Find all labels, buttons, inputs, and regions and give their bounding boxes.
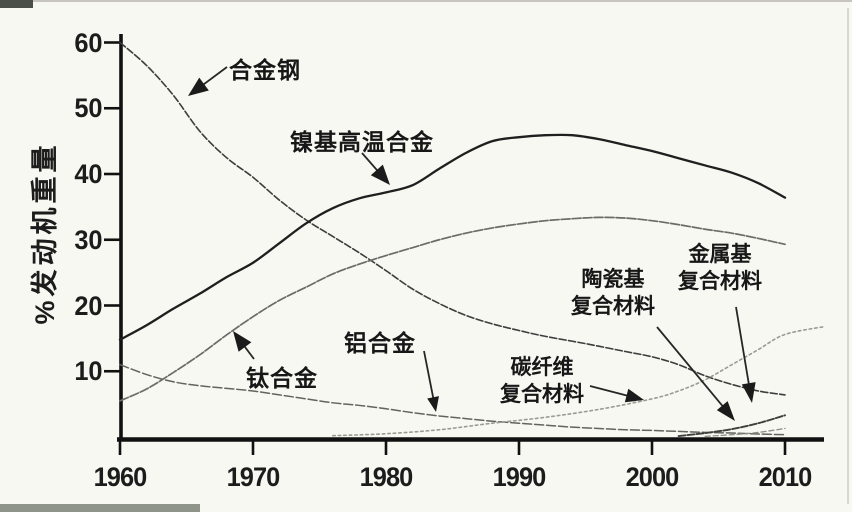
x-tick-label-2000: 2000	[625, 462, 680, 492]
label-aluminum-alloy: 铝合金	[344, 330, 416, 356]
x-tick-label-1960: 1960	[93, 462, 148, 492]
x-tick-label-1980: 1980	[359, 462, 414, 492]
x-tick-label-2010: 2010	[758, 462, 813, 492]
label-ceramic-matrix-composite: 陶瓷基 复合材料	[571, 268, 655, 318]
label-nickel-superalloy: 镍基高温合金	[290, 129, 434, 155]
y-tick-label-40: 40	[74, 159, 103, 189]
scan-artifact-bottom-left-bar	[0, 504, 200, 512]
scan-artifact-top-left-bar	[0, 0, 33, 8]
y-tick-label-30: 30	[74, 224, 103, 255]
y-tick-label-20: 20	[74, 290, 103, 321]
y-tick-label-60: 60	[74, 27, 103, 58]
y-axis-title: %发动机重量	[30, 141, 60, 325]
y-tick-label-10: 10	[74, 356, 103, 387]
label-carbon-fiber-composite: 碳纤维 复合材料	[500, 356, 584, 406]
label-metal-matrix-composite: 金属基 复合材料	[678, 243, 762, 293]
y-tick-label-50: 50	[74, 93, 103, 124]
x-tick-label-1990: 1990	[492, 462, 547, 492]
label-titanium-alloy: 钛合金	[246, 365, 318, 391]
label-alloy-steel: 合金钢	[229, 57, 301, 83]
scan-artifact-right-edge	[847, 8, 849, 504]
scan-artifact-top-line	[0, 0, 852, 2]
x-tick-label-1970: 1970	[226, 462, 281, 492]
